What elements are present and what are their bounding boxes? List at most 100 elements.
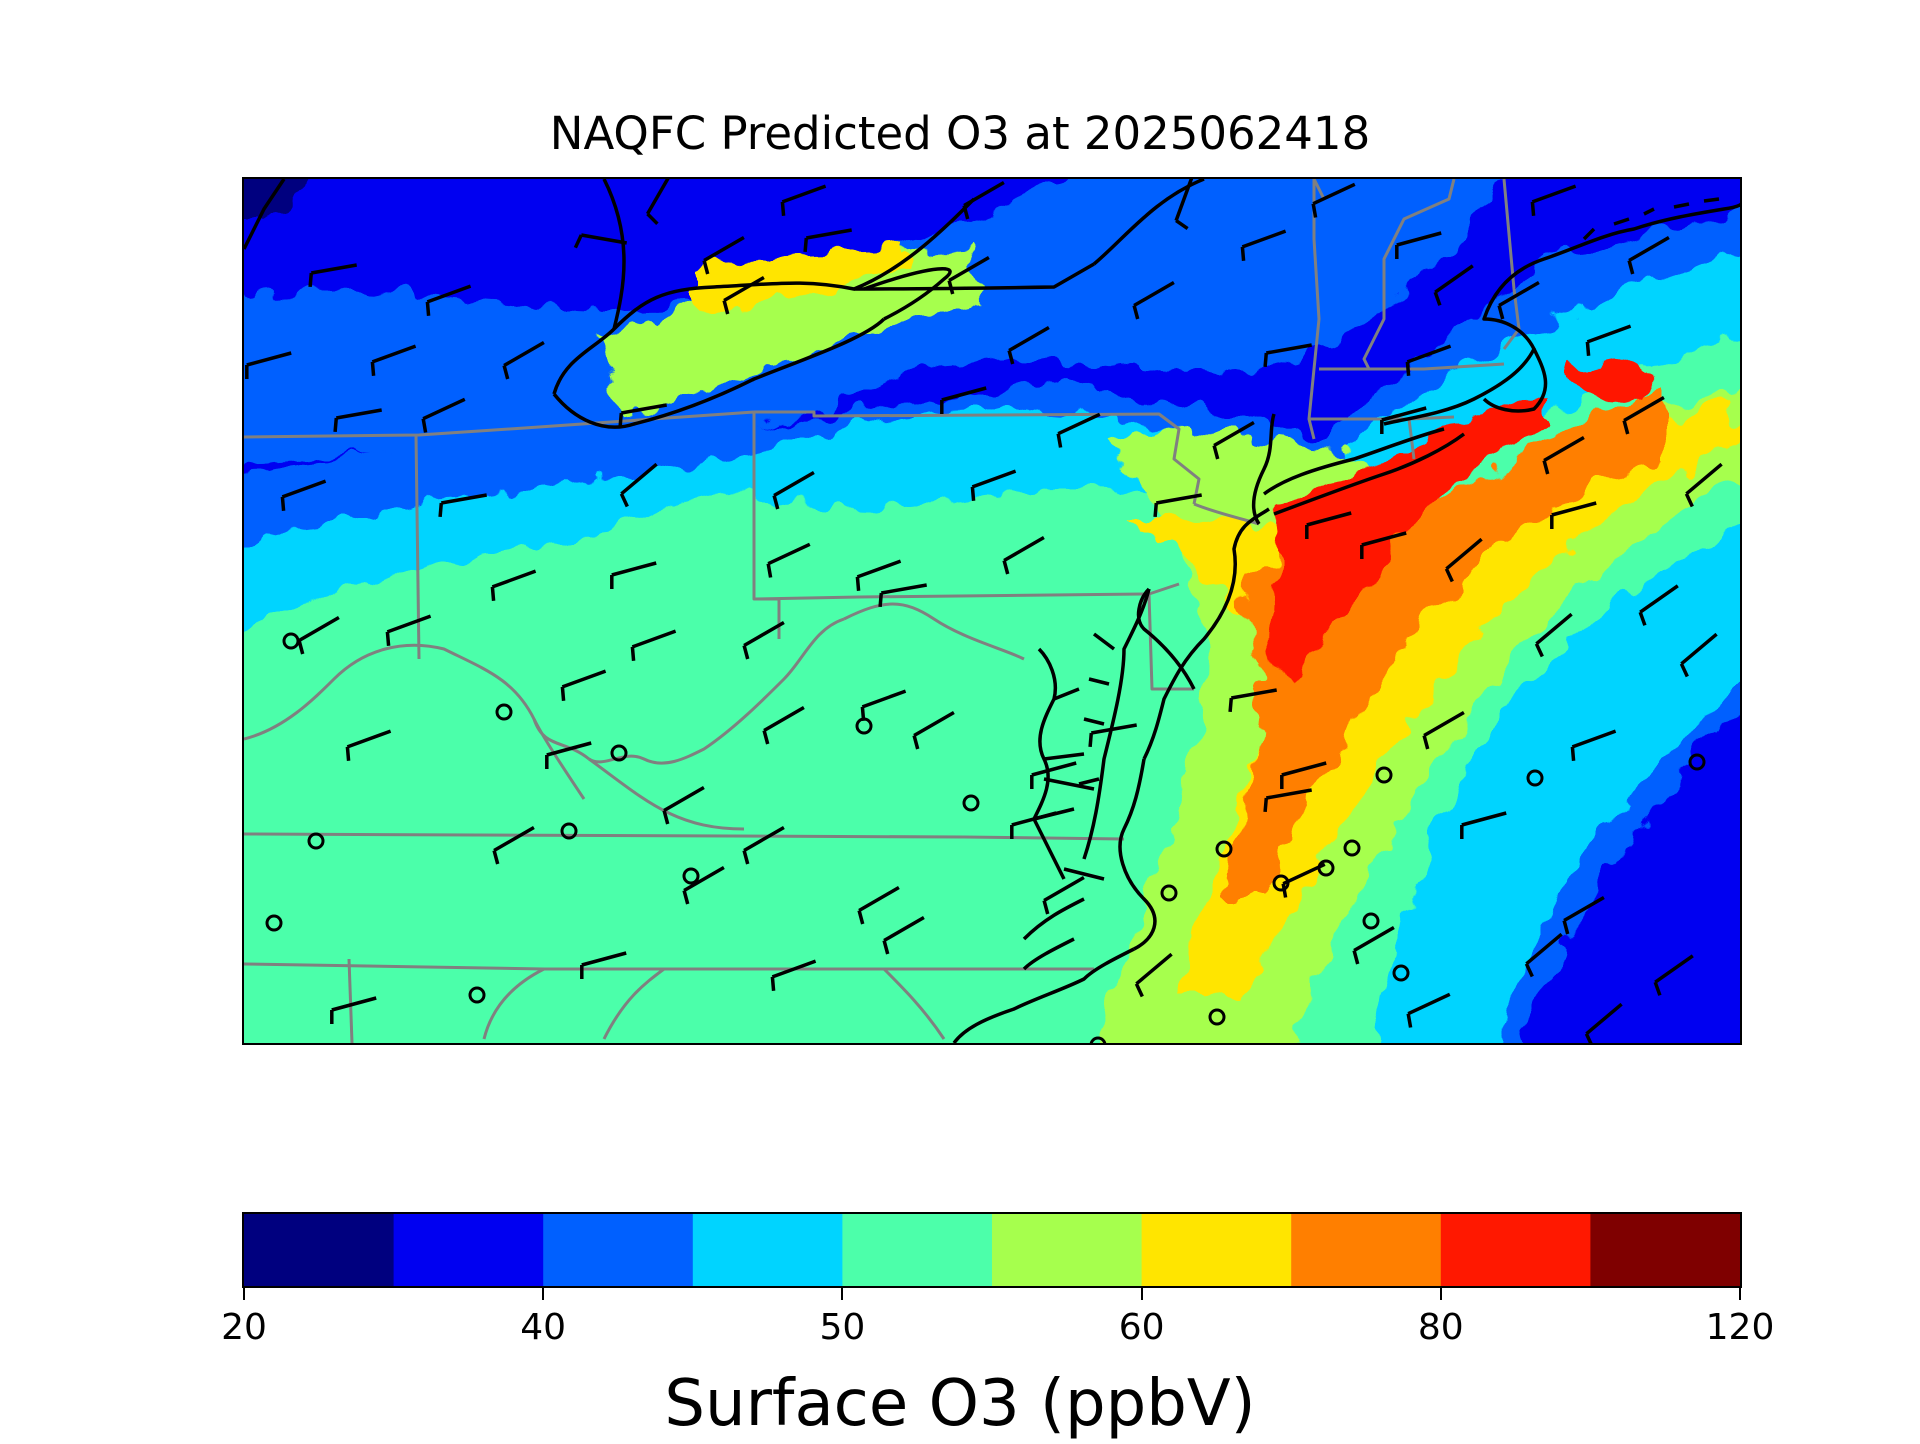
wind-barb-shaft: [1628, 235, 1670, 263]
wind-barb-feather: [780, 201, 786, 216]
wind-barb-shaft: [631, 629, 677, 649]
wind-barb-shaft: [880, 583, 928, 595]
colorbar-swatch: [1590, 1214, 1740, 1286]
wind-barb-feather: [1422, 735, 1430, 750]
wind-barb-shaft: [767, 542, 811, 566]
wind-barb-shaft: [1680, 632, 1718, 666]
wind-barb-shaft: [1133, 280, 1175, 308]
wind-barb-shaft: [1135, 952, 1173, 986]
wind-barb-feather: [1444, 568, 1454, 583]
wind-barb-feather: [855, 576, 861, 591]
wind-barb-feather: [1263, 352, 1269, 368]
colorbar-tick-label: 60: [1118, 1307, 1165, 1348]
wind-barb-feather: [333, 417, 339, 433]
calm-wind-circle: [1392, 964, 1410, 982]
ozone-map-canvas: [244, 179, 1740, 1043]
wind-barb-feather: [742, 850, 750, 865]
wind-barb-feather: [370, 361, 376, 376]
border-maryland-delaware: [1147, 593, 1194, 691]
wind-barb-shaft: [683, 865, 725, 893]
page-title: NAQFC Predicted O3 at 2025062418: [549, 107, 1371, 160]
wind-barb-shaft: [948, 255, 990, 283]
border-new-york-new-jersey: [1193, 502, 1260, 526]
calm-wind-circle: [265, 914, 283, 932]
wind-barb-feather: [1679, 663, 1689, 678]
wind-barb-feather: [1653, 981, 1662, 996]
wind-barb-feather: [1263, 797, 1269, 813]
wind-barbs: [245, 179, 1723, 1043]
wind-barb-feather: [1212, 445, 1220, 460]
colorbar-swatch: [244, 1214, 395, 1286]
wind-barb-shaft: [1531, 184, 1577, 204]
wind-barb-shaft: [1155, 493, 1203, 505]
wind-barb-feather: [345, 746, 351, 761]
wind-barb-shaft: [1685, 462, 1723, 496]
colorbar-tick: [1739, 1288, 1741, 1300]
wind-barb-shaft: [1057, 412, 1101, 436]
ozone-band-55-60: [604, 249, 984, 419]
ozone-band-25-30: [244, 179, 311, 219]
colorbar-tick: [243, 1288, 245, 1300]
wind-barb-feather: [1134, 983, 1144, 998]
wind-barb-feather: [1530, 201, 1536, 216]
pamlico-sound: [1022, 897, 1085, 971]
wind-barb-shaft: [743, 620, 785, 648]
wind-barb-shaft: [281, 479, 327, 499]
calm-wind-circle: [1317, 859, 1335, 877]
wind-barb-feather: [630, 646, 636, 661]
wind-barb-feather: [912, 735, 920, 750]
calm-wind-circle: [1089, 1036, 1107, 1043]
wind-barb-feather: [742, 645, 750, 660]
wind-barb-shaft: [346, 729, 392, 749]
wind-barb-feather: [573, 234, 583, 249]
colorbar-swatch: [393, 1214, 544, 1286]
wind-barb-shaft: [331, 996, 377, 1012]
ontario-north-shore: [602, 179, 626, 330]
colorbar-swatch: [543, 1214, 694, 1286]
calm-wind-circle: [495, 703, 513, 721]
border-massachusetts: [1319, 362, 1505, 371]
calm-wind-circle: [1375, 766, 1393, 784]
wind-barb-shaft: [1265, 788, 1313, 800]
wind-barb-feather: [1638, 611, 1647, 626]
wind-barb-shaft: [422, 397, 466, 421]
eastern-shore-inlets: [1078, 632, 1116, 786]
wind-barb-shaft: [743, 825, 785, 853]
wind-barb-feather: [1405, 361, 1411, 376]
wind-barb-feather: [1406, 1013, 1413, 1028]
wind-barb-shaft: [1011, 811, 1057, 827]
wind-barb-shaft: [611, 561, 657, 577]
wind-barb-feather: [962, 205, 970, 220]
calm-wind-circle: [307, 832, 325, 850]
border-virginia-west-virginia-south: [588, 757, 745, 831]
wind-barb-feather: [1584, 1033, 1593, 1043]
wind-barb-shaft: [771, 959, 817, 979]
colorbar-tick-label: 120: [1705, 1307, 1775, 1348]
wind-barb-shaft: [1213, 420, 1255, 448]
colorbar-tick-label: 20: [221, 1307, 267, 1348]
wind-barb-shaft: [1571, 729, 1617, 749]
wind-barb-shaft: [503, 340, 545, 368]
wind-barb-shaft: [1174, 179, 1194, 222]
wind-barb-feather: [1352, 950, 1360, 965]
calm-wind-circle: [282, 632, 300, 650]
wind-barb-feather: [1542, 460, 1550, 475]
wind-barb-shaft: [561, 669, 607, 689]
new-england-coast: [1383, 202, 1740, 426]
wind-barb-shaft: [1281, 761, 1327, 777]
border-kentucky-west-virginia: [532, 718, 586, 800]
wind-barb-feather: [1534, 643, 1544, 658]
wind-barb-shaft: [723, 275, 765, 303]
colorbar-swatches: [244, 1214, 1740, 1286]
wind-barb-feather: [682, 890, 690, 905]
wind-barb-feather: [857, 910, 865, 925]
calm-wind-circle: [1272, 874, 1290, 892]
wind-barb-feather: [438, 502, 444, 518]
outer-banks: [952, 947, 1135, 1043]
wind-barb-feather: [1153, 502, 1159, 518]
border-west-virginia-north: [588, 617, 845, 765]
wind-barb-feather: [618, 412, 624, 428]
border-delaware-pa: [1148, 582, 1180, 596]
border-pennsylvania-north: [754, 410, 1201, 505]
wind-barb-feather: [947, 280, 955, 295]
